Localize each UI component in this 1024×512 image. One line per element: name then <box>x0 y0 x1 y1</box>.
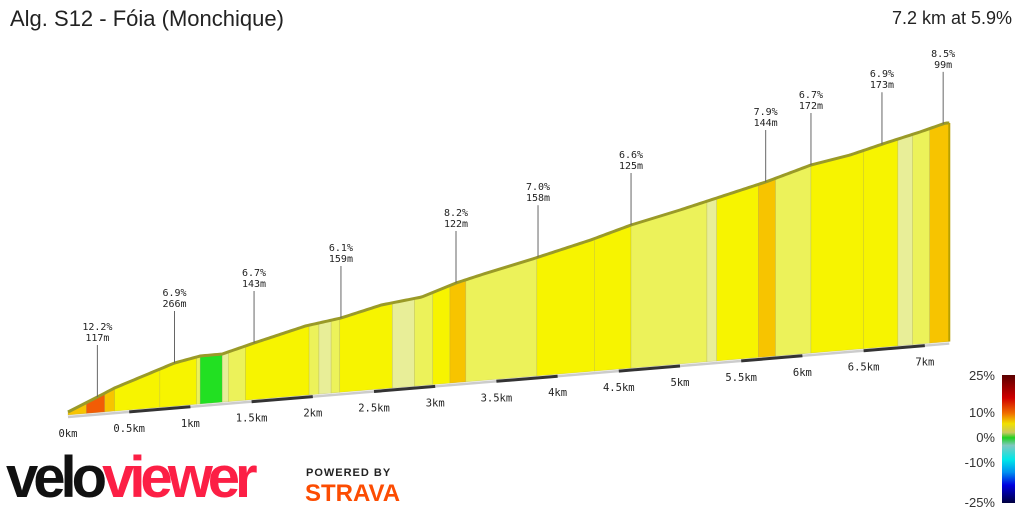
profile-segment <box>630 200 708 369</box>
grade-color-scale <box>1002 375 1015 503</box>
x-tick-label: 4.5km <box>603 382 635 394</box>
legend-label: -25% <box>965 495 996 510</box>
marker-length: 159m <box>329 254 353 265</box>
marker-length: 266m <box>162 299 186 310</box>
marker-grade: 6.9% <box>162 288 186 299</box>
profile-segment <box>432 285 451 385</box>
x-tick-label: 6km <box>793 367 812 379</box>
profile-segment <box>330 317 341 394</box>
km-bar <box>496 374 558 383</box>
x-tick-label: 1km <box>181 418 200 430</box>
profile-segment <box>318 319 332 395</box>
profile-segment <box>775 164 812 357</box>
km-bar <box>863 344 925 353</box>
x-tick-label: 0.5km <box>113 423 145 435</box>
x-tick-label: 7km <box>915 357 934 369</box>
marker-grade: 6.7% <box>799 90 823 101</box>
veloviewer-logo[interactable]: veloviewer <box>6 445 258 510</box>
x-tick-label: 1.5km <box>236 413 268 425</box>
marker-length: 125m <box>619 161 643 172</box>
km-bar <box>129 405 191 414</box>
page-title: Alg. S12 - Fóia (Monchique) <box>10 6 284 31</box>
x-tick-label: 3.5km <box>481 392 513 404</box>
profile-top-edge <box>67 121 950 414</box>
x-tick-label: 6.5km <box>848 362 880 374</box>
marker-length: 117m <box>85 333 109 344</box>
legend-label: -10% <box>965 455 996 470</box>
legend-label: 25% <box>969 368 995 383</box>
profile-segment <box>196 355 201 405</box>
x-tick-label: 0km <box>59 428 78 440</box>
km-bar <box>373 384 436 393</box>
km-bar <box>251 395 313 404</box>
profile-segment <box>912 128 930 345</box>
marker-grade: 6.7% <box>242 268 266 279</box>
x-tick-label: 5.5km <box>725 372 757 384</box>
climb-summary: 7.2 km at 5.9% <box>891 8 1012 28</box>
marker-grade: 6.6% <box>619 150 643 161</box>
marker-length: 99m <box>934 60 952 71</box>
profile-segment <box>392 298 415 389</box>
profile-segment <box>221 351 229 403</box>
profile-segment <box>863 138 899 350</box>
profile-segment <box>159 356 197 408</box>
x-tick-label: 5km <box>671 377 690 389</box>
profile-segment <box>308 322 320 396</box>
profile-segment <box>114 368 161 412</box>
marker-grade: 12.2% <box>82 322 112 333</box>
marker-grade: 8.2% <box>444 208 468 219</box>
profile-segment <box>897 133 913 347</box>
marker-length: 144m <box>754 118 778 129</box>
km-bar <box>741 354 803 363</box>
marker-grade: 8.5% <box>931 49 955 60</box>
x-tick-label: 3km <box>426 397 445 409</box>
profile-segment <box>810 150 864 354</box>
marker-grade: 7.0% <box>526 182 550 193</box>
profile-segment <box>758 177 776 358</box>
profile-segment <box>536 238 595 377</box>
profile-segment <box>929 122 950 344</box>
marker-length: 122m <box>444 219 468 230</box>
x-tick-label: 2.5km <box>358 403 390 415</box>
profile-segment <box>706 197 718 363</box>
marker-grade: 6.1% <box>329 243 353 254</box>
x-tick-label: 2km <box>303 408 322 420</box>
profile-segment <box>199 353 223 405</box>
legend-label: 0% <box>976 430 995 445</box>
marker-length: 172m <box>799 101 823 112</box>
marker-length: 143m <box>242 279 266 290</box>
profile-segment <box>594 224 632 372</box>
strava-logo[interactable]: STRAVA <box>305 480 401 507</box>
profile-segment <box>414 292 434 387</box>
x-tick-label: 4km <box>548 387 567 399</box>
profile-segment <box>228 345 246 402</box>
marker-grade: 7.9% <box>754 107 778 118</box>
profile-segment <box>716 183 759 362</box>
profile-segment <box>449 279 467 384</box>
powered-by-label: POWERED BY <box>306 467 392 479</box>
marker-grade: 6.9% <box>870 69 894 80</box>
km-bar <box>618 364 681 373</box>
marker-length: 173m <box>870 80 894 91</box>
legend-label: 10% <box>969 405 995 420</box>
marker-length: 158m <box>526 193 550 204</box>
